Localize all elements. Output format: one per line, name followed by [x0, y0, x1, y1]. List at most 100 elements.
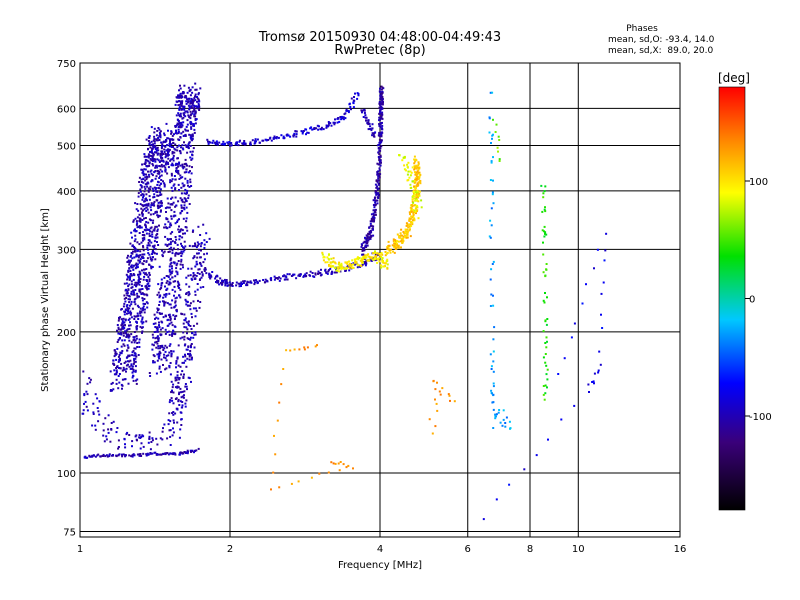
echo-point	[172, 413, 175, 416]
echo-point	[270, 279, 273, 282]
echo-point	[194, 242, 196, 245]
echo-point	[490, 224, 493, 227]
echo-point	[105, 438, 108, 441]
echo-point	[212, 139, 215, 142]
echo-point	[187, 291, 190, 294]
echo-point	[187, 194, 190, 197]
echo-point	[336, 269, 339, 272]
echo-point	[415, 198, 418, 200]
echo-point	[489, 179, 492, 181]
echo-point	[153, 158, 156, 161]
echo-point	[180, 373, 183, 376]
echo-point	[176, 357, 179, 360]
echo-point	[154, 151, 156, 154]
echo-point	[141, 318, 144, 321]
echo-point	[411, 166, 414, 169]
echo-point	[218, 141, 221, 144]
echo-point	[170, 355, 173, 358]
echo-point	[490, 142, 492, 144]
echo-point	[175, 238, 178, 241]
echo-point	[180, 406, 183, 409]
echo-point	[224, 282, 227, 284]
echo-point	[194, 293, 197, 296]
echo-point	[199, 263, 202, 266]
echo-point	[124, 330, 127, 333]
echo-point	[543, 190, 546, 193]
echo-point	[147, 441, 150, 444]
echo-point	[186, 304, 189, 307]
echo-point	[239, 282, 242, 285]
echo-point	[112, 388, 115, 391]
echo-point	[177, 381, 180, 384]
echo-point	[409, 228, 411, 231]
echo-point	[169, 319, 172, 322]
echo-point	[156, 172, 159, 175]
echo-point	[179, 263, 182, 266]
echo-point	[334, 462, 337, 465]
echo-point	[190, 450, 192, 453]
echo-point	[151, 343, 154, 346]
echo-point	[273, 434, 275, 437]
echo-point	[145, 301, 148, 304]
echo-point	[142, 194, 145, 197]
echo-point	[202, 286, 205, 288]
echo-point	[121, 453, 123, 456]
echo-point	[125, 333, 128, 336]
echo-point	[91, 424, 94, 427]
echo-point	[545, 373, 548, 376]
echo-point	[280, 134, 283, 137]
echo-point	[143, 236, 146, 239]
echo-point	[174, 304, 177, 307]
echo-point	[178, 294, 180, 297]
echo-point	[167, 419, 170, 422]
echo-point	[148, 232, 151, 235]
echo-point	[349, 262, 351, 265]
echo-point	[130, 274, 133, 277]
echo-point	[148, 431, 151, 434]
echo-point	[413, 185, 416, 188]
echo-point	[181, 252, 184, 255]
echo-point	[343, 113, 346, 116]
echo-point	[372, 215, 375, 218]
echo-point	[119, 316, 122, 319]
echo-point	[295, 135, 298, 138]
echo-point	[489, 91, 492, 94]
echo-point	[154, 451, 157, 454]
echo-point	[381, 98, 384, 100]
echo-point	[143, 173, 146, 176]
echo-point	[418, 177, 421, 180]
echo-point	[121, 384, 124, 387]
echo-point	[185, 102, 188, 105]
echo-point	[131, 367, 134, 370]
echo-point	[94, 424, 97, 427]
echo-point	[243, 143, 246, 146]
echo-point	[374, 131, 377, 134]
echo-point	[144, 198, 147, 201]
echo-point	[313, 127, 316, 130]
echo-point	[98, 413, 101, 416]
echo-point	[117, 319, 120, 322]
echo-point	[409, 174, 412, 177]
echo-point	[160, 174, 163, 177]
echo-point	[172, 156, 175, 159]
echo-point	[546, 386, 548, 389]
echo-point	[177, 100, 180, 103]
echo-point	[162, 141, 165, 144]
echo-point	[195, 118, 198, 121]
echo-point	[173, 318, 176, 320]
echo-point	[185, 326, 188, 329]
echo-point	[198, 279, 201, 281]
echo-point	[169, 159, 172, 162]
echo-point	[604, 249, 607, 252]
echo-point	[302, 130, 304, 133]
echo-point	[176, 280, 179, 283]
echo-point	[394, 242, 396, 245]
echo-point	[129, 359, 132, 362]
echo-point	[130, 264, 133, 267]
echo-point	[193, 333, 196, 336]
echo-point	[167, 354, 170, 357]
echo-point	[158, 312, 161, 315]
echo-point	[415, 194, 418, 197]
echo-point	[116, 324, 119, 326]
